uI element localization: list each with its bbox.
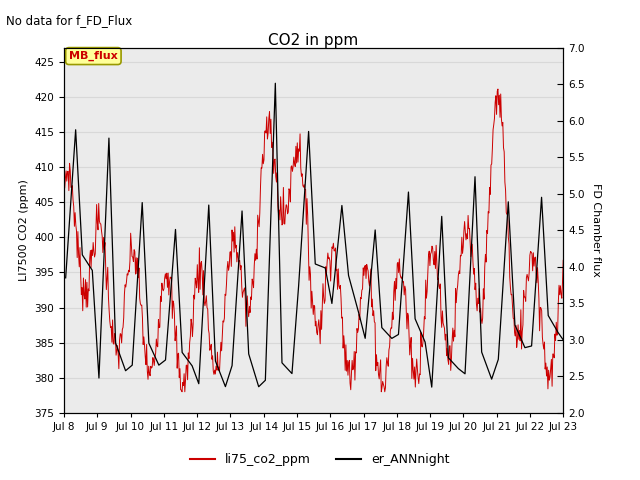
- Text: No data for f_FD_Flux: No data for f_FD_Flux: [6, 14, 132, 27]
- Legend: li75_co2_ppm, er_ANNnight: li75_co2_ppm, er_ANNnight: [186, 448, 454, 471]
- Y-axis label: LI7500 CO2 (ppm): LI7500 CO2 (ppm): [19, 180, 29, 281]
- Title: CO2 in ppm: CO2 in ppm: [268, 33, 359, 48]
- Text: MB_flux: MB_flux: [69, 51, 118, 61]
- Y-axis label: FD Chamber flux: FD Chamber flux: [591, 183, 602, 277]
